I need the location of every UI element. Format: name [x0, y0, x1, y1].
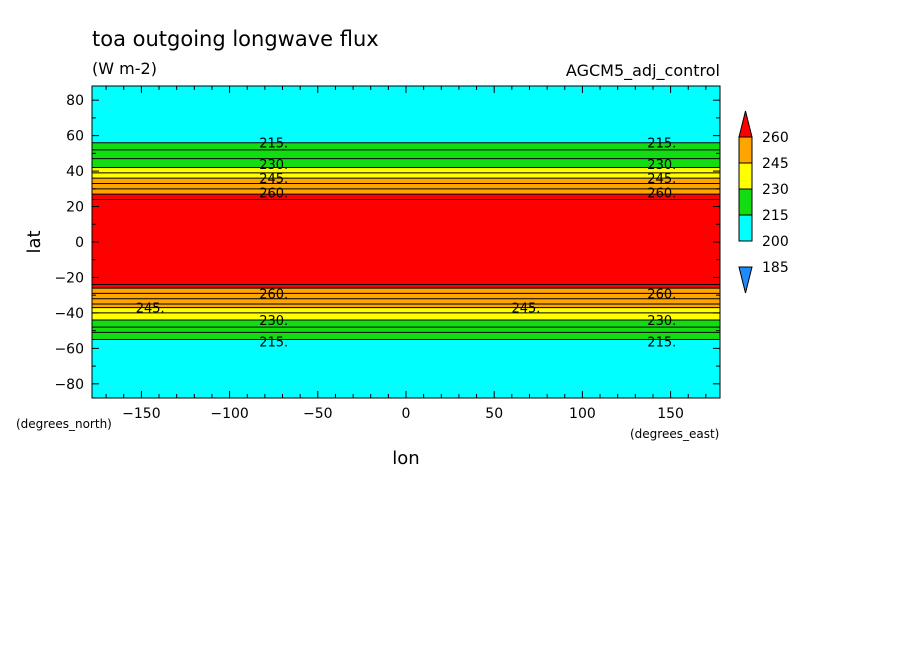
x-axis-units: (degrees_east) [630, 427, 719, 441]
contour-band [92, 142, 720, 168]
color-legend: 185 200 215 230 245 260 [738, 110, 789, 294]
x-tick-label: −150 [122, 406, 160, 422]
contour-band [92, 339, 720, 398]
colorbar-label: 260 [762, 130, 789, 146]
model-name: AGCM5_adj_control [566, 61, 720, 81]
colorbar-lower-arrow [738, 266, 753, 294]
contour-band [92, 178, 720, 195]
contour-label: 245. [259, 172, 288, 187]
y-axis-units: (degrees_north) [16, 417, 112, 431]
contour-label: 215. [259, 137, 288, 152]
contour-label: 230. [259, 314, 288, 329]
x-tick-label: −100 [210, 406, 248, 422]
colorbar-label: 215 [762, 208, 789, 224]
contour-label: 245. [647, 172, 676, 187]
contour-labels: 215. 215.230. 230.245. 245.260. 260.260. 260.… [136, 137, 677, 351]
chart-subtitle: (W m-2) [92, 59, 157, 78]
contour-band [92, 288, 720, 308]
contour-label: 230. [647, 314, 676, 329]
y-tick-label: −80 [54, 377, 84, 393]
contour-label: 215. [647, 137, 676, 152]
contour-label: 245. [136, 302, 165, 317]
contour-band [92, 320, 720, 340]
y-tick-label: −20 [54, 270, 84, 286]
colorbar-label: 200 [762, 234, 789, 250]
y-tick-label: 20 [66, 200, 84, 216]
contour-band [92, 86, 720, 143]
contour-label: 260. [647, 186, 676, 201]
contour-label: 215. [647, 335, 676, 350]
contour-label: 245. [511, 302, 540, 317]
colorbar-segment [738, 188, 753, 216]
colorbar-segment [738, 162, 753, 190]
filled-contour-bands [92, 86, 720, 398]
contour-band [92, 307, 720, 320]
colorbar-label: 185 [762, 260, 789, 276]
contour-lines [92, 142, 720, 340]
y-tick-label: 60 [66, 129, 84, 145]
colorbar-upper-arrow [738, 110, 753, 138]
contour-label: 260. [259, 287, 288, 302]
contour-label: 230. [259, 158, 288, 173]
x-tick-label: 0 [402, 406, 411, 422]
y-tick-label: 0 [75, 235, 84, 251]
contour-label: 260. [259, 186, 288, 201]
y-tick-label: 40 [66, 164, 84, 180]
x-axis-label: lon [392, 448, 419, 469]
x-axis: −150 −100 −50 0 50 100 150 [105, 86, 707, 422]
y-axis-label: lat [24, 230, 45, 253]
contour-label: 215. [259, 335, 288, 350]
x-tick-label: 50 [485, 406, 503, 422]
colorbar-segment [738, 136, 753, 164]
colorbar-label: 245 [762, 156, 789, 172]
contour-label: 260. [647, 287, 676, 302]
contour-band [92, 194, 720, 289]
chart-title: toa outgoing longwave flux [92, 27, 379, 51]
contour-label: 230. [647, 158, 676, 173]
x-tick-label: 150 [657, 406, 684, 422]
colorbar-segment [738, 214, 753, 242]
x-tick-label: 100 [569, 406, 596, 422]
x-tick-label: −50 [303, 406, 333, 422]
colorbar-label: 230 [762, 182, 789, 198]
y-tick-label: −60 [54, 341, 84, 357]
y-axis: 80 60 40 20 0 −20 −40 −60 −80 [54, 93, 720, 393]
y-tick-label: 80 [66, 93, 84, 109]
y-tick-label: −40 [54, 306, 84, 322]
